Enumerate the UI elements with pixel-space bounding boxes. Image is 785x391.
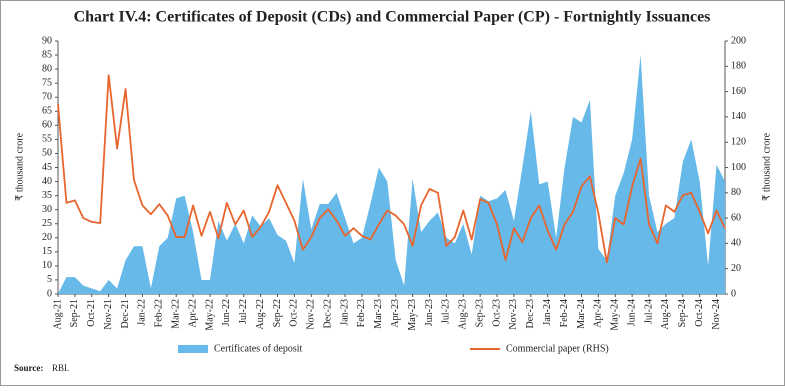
x-tick-label: Oct-23 [491,299,502,327]
x-tick-label: Apr-23 [390,299,401,328]
y-axis-label: ₹ thousand crore [14,132,25,201]
x-tick-label: Sep-21 [69,299,80,327]
y-tick-label: 50 [42,148,52,159]
x-tick-label: Jan-23 [339,299,350,326]
y2-tick-label: 40 [731,238,741,249]
y-tick-label: 35 [42,190,52,201]
y-tick-label: 5 [47,274,52,285]
y-tick-label: 15 [42,246,52,257]
y-tick-label: 45 [42,162,52,173]
source: RBI. [52,363,69,373]
x-tick-label: Dec-21 [120,299,131,328]
y2-axis-label: ₹ thousand crore [761,132,772,201]
y2-tick-label: 0 [731,288,736,299]
y-tick-label: 75 [42,77,52,88]
y-tick-label: 65 [42,106,52,117]
x-tick-label: Nov-24 [711,299,722,330]
x-tick-label: Jul-24 [643,299,654,324]
x-tick-label: Oct-22 [289,299,300,327]
y2-tick-label: 80 [731,187,741,198]
y2-tick-label: 200 [731,35,746,46]
y-tick-label: 60 [42,120,52,131]
y-tick-label: 0 [47,288,52,299]
x-tick-label: Jul-23 [441,299,452,324]
y2-tick-label: 20 [731,263,741,274]
x-tick-label: Sep-24 [677,299,688,327]
y-tick-label: 85 [42,49,52,60]
y-tick-label: 40 [42,176,52,187]
legend-label: Commercial paper (RHS) [506,343,609,354]
y-tick-label: 70 [42,92,52,103]
x-tick-label: Feb-22 [154,299,165,327]
x-tick-label: Jun-22 [221,299,232,326]
x-tick-label: May-23 [407,299,418,331]
legend-label: Certificates of deposit [214,343,303,354]
x-tick-label: Sep-22 [272,299,283,327]
x-tick-label: Jan-24 [542,299,553,326]
x-tick-label: Oct-21 [86,299,97,327]
y-tick-label: 10 [42,260,52,271]
y-tick-label: 25 [42,218,52,229]
x-tick-label: Aug-24 [660,299,671,330]
x-tick-label: Jul-22 [238,299,249,324]
y-tick-label: 80 [42,63,52,74]
x-tick-label: Jun-24 [626,299,637,326]
y-tick-label: 20 [42,232,52,243]
x-tick-label: Sep-23 [474,299,485,327]
x-tick-label: Nov-23 [508,299,519,330]
source-label: Source: [14,363,43,373]
y2-tick-label: 100 [731,162,746,173]
chart-title: Chart IV.4: Certificates of Deposit (CDs… [74,9,711,26]
y2-tick-label: 180 [731,61,746,72]
x-tick-label: Mar-22 [170,299,181,329]
y-tick-label: 90 [42,35,52,46]
line [57,74,726,264]
x-tick-label: Feb-24 [559,299,570,327]
x-tick-label: Apr-24 [593,299,604,328]
x-tick-label: Mar-24 [576,299,587,329]
x-tick-label: Aug-22 [255,299,266,330]
x-tick-label: Jun-23 [424,299,435,326]
x-tick-label: Aug-23 [458,299,469,330]
x-tick-label: Feb-23 [356,299,367,327]
y2-tick-label: 60 [731,212,741,223]
x-tick-label: Jan-22 [137,299,148,326]
y2-tick-label: 140 [731,111,746,122]
x-tick-label: Mar-23 [373,299,384,329]
x-tick-label: Nov-22 [306,299,317,330]
x-tick-label: Nov-21 [103,299,114,330]
y-tick-label: 55 [42,134,52,145]
x-tick-label: Oct-24 [694,299,705,327]
legend-swatch [178,345,208,353]
x-tick-label: Dec-23 [525,299,536,328]
y-tick-label: 30 [42,204,52,215]
x-tick-label: Apr-22 [187,299,198,328]
area [58,55,725,294]
x-tick-label: Dec-22 [322,299,333,328]
x-tick-label: May-22 [204,299,215,331]
y2-tick-label: 120 [731,136,746,147]
x-tick-label: Aug-21 [52,299,63,330]
y2-tick-label: 160 [731,86,746,97]
x-tick-label: May-24 [610,299,621,331]
